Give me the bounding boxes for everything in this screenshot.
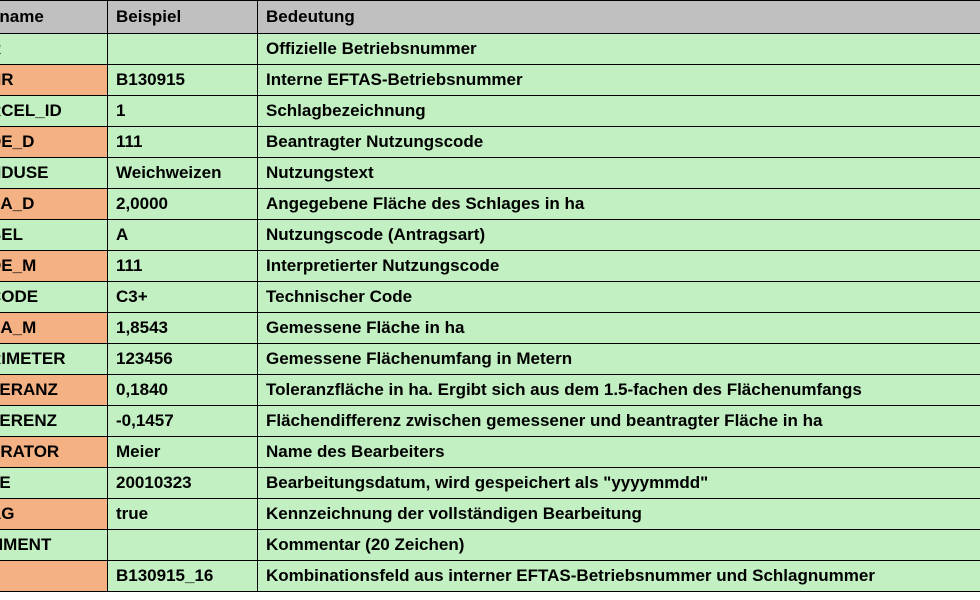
table-row: DE_D111Beantragter Nutzungscode bbox=[0, 127, 980, 158]
table-row: FERENZ-0,1457Flächendifferenz zwischen g… bbox=[0, 406, 980, 437]
cell-feldname: EA_M bbox=[0, 313, 108, 344]
table-row: TE20010323Bearbeitungsdatum, wird gespei… bbox=[0, 468, 980, 499]
cell-beispiel: 20010323 bbox=[108, 468, 258, 499]
cell-bedeutung: Bearbeitungsdatum, wird gespeichert als … bbox=[258, 468, 980, 499]
table-row: NDUSEWeichweizenNutzungstext bbox=[0, 158, 980, 189]
cell-bedeutung: Interne EFTAS-Betriebsnummer bbox=[258, 65, 980, 96]
cell-feldname: LERANZ bbox=[0, 375, 108, 406]
table-row: RCEL_ID1Schlagbezeichnung bbox=[0, 96, 980, 127]
cell-bedeutung: Kennzeichnung der vollständigen Bearbeit… bbox=[258, 499, 980, 530]
table-row: CODEC3+Technischer Code bbox=[0, 282, 980, 313]
table-row: AGtrueKennzeichnung der vollständigen Be… bbox=[0, 499, 980, 530]
cell-beispiel: 1,8543 bbox=[108, 313, 258, 344]
table-row: MMENT Kommentar (20 Zeichen) bbox=[0, 530, 980, 561]
cell-feldname: DE_D bbox=[0, 127, 108, 158]
cell-feldname: AG bbox=[0, 499, 108, 530]
cell-feldname: CODE bbox=[0, 282, 108, 313]
cell-bedeutung: Interpretierter Nutzungscode bbox=[258, 251, 980, 282]
cell-beispiel: 1 bbox=[108, 96, 258, 127]
table-row: LERANZ0,1840Toleranzfläche in ha. Ergibt… bbox=[0, 375, 980, 406]
table-header-row: dname Beispiel Bedeutung bbox=[0, 1, 980, 34]
cell-bedeutung: Schlagbezeichnung bbox=[258, 96, 980, 127]
field-definition-table: dname Beispiel Bedeutung R Offizielle Bet… bbox=[0, 0, 980, 592]
cell-feldname: EA_D bbox=[0, 189, 108, 220]
col-header-bedeutung: Bedeutung bbox=[258, 1, 980, 34]
cell-beispiel: C3+ bbox=[108, 282, 258, 313]
cell-bedeutung: Kommentar (20 Zeichen) bbox=[258, 530, 980, 561]
cell-feldname: TE bbox=[0, 468, 108, 499]
cell-feldname: RIMETER bbox=[0, 344, 108, 375]
cell-beispiel bbox=[108, 530, 258, 561]
cell-bedeutung: Gemessene Fläche in ha bbox=[258, 313, 980, 344]
table-row: EA_M1,8543Gemessene Fläche in ha bbox=[0, 313, 980, 344]
cell-feldname: R bbox=[0, 34, 108, 65]
cell-beispiel: 111 bbox=[108, 251, 258, 282]
cell-bedeutung: Flächendifferenz zwischen gemessener und… bbox=[258, 406, 980, 437]
cell-beispiel: B130915 bbox=[108, 65, 258, 96]
cell-bedeutung: Nutzungscode (Antragsart) bbox=[258, 220, 980, 251]
table-row: DE_M111Interpretierter Nutzungscode bbox=[0, 251, 980, 282]
cell-feldname: BEL bbox=[0, 220, 108, 251]
table-row: B130915_16Kombinationsfeld aus interner … bbox=[0, 561, 980, 592]
cell-beispiel: 0,1840 bbox=[108, 375, 258, 406]
table-row: NRB130915Interne EFTAS-Betriebsnummer bbox=[0, 65, 980, 96]
table-row: R Offizielle Betriebsnummer bbox=[0, 34, 980, 65]
cell-beispiel: Weichweizen bbox=[108, 158, 258, 189]
cell-bedeutung: Gemessene Flächenumfang in Metern bbox=[258, 344, 980, 375]
cell-beispiel: 2,0000 bbox=[108, 189, 258, 220]
cell-beispiel: Meier bbox=[108, 437, 258, 468]
cell-feldname: ERATOR bbox=[0, 437, 108, 468]
cell-feldname bbox=[0, 561, 108, 592]
cell-bedeutung: Name des Bearbeiters bbox=[258, 437, 980, 468]
table-row: ERATORMeierName des Bearbeiters bbox=[0, 437, 980, 468]
cell-feldname: NDUSE bbox=[0, 158, 108, 189]
cell-beispiel: true bbox=[108, 499, 258, 530]
cell-bedeutung: Beantragter Nutzungscode bbox=[258, 127, 980, 158]
cell-beispiel: 111 bbox=[108, 127, 258, 158]
cell-feldname: FERENZ bbox=[0, 406, 108, 437]
cell-bedeutung: Kombinationsfeld aus interner EFTAS-Betr… bbox=[258, 561, 980, 592]
col-header-beispiel: Beispiel bbox=[108, 1, 258, 34]
cell-bedeutung: Angegebene Fläche des Schlages in ha bbox=[258, 189, 980, 220]
cell-feldname: RCEL_ID bbox=[0, 96, 108, 127]
table-row: BELANutzungscode (Antragsart) bbox=[0, 220, 980, 251]
table-row: EA_D2,0000Angegebene Fläche des Schlages… bbox=[0, 189, 980, 220]
cell-feldname: NR bbox=[0, 65, 108, 96]
col-header-feldname: dname bbox=[0, 1, 108, 34]
cell-feldname: DE_M bbox=[0, 251, 108, 282]
cell-beispiel: B130915_16 bbox=[108, 561, 258, 592]
cell-beispiel: A bbox=[108, 220, 258, 251]
cell-beispiel bbox=[108, 34, 258, 65]
cell-beispiel: 123456 bbox=[108, 344, 258, 375]
table-row: RIMETER123456Gemessene Flächenumfang in … bbox=[0, 344, 980, 375]
cell-bedeutung: Technischer Code bbox=[258, 282, 980, 313]
cell-bedeutung: Toleranzfläche in ha. Ergibt sich aus de… bbox=[258, 375, 980, 406]
cell-feldname: MMENT bbox=[0, 530, 108, 561]
cell-bedeutung: Nutzungstext bbox=[258, 158, 980, 189]
cell-beispiel: -0,1457 bbox=[108, 406, 258, 437]
cell-bedeutung: Offizielle Betriebsnummer bbox=[258, 34, 980, 65]
